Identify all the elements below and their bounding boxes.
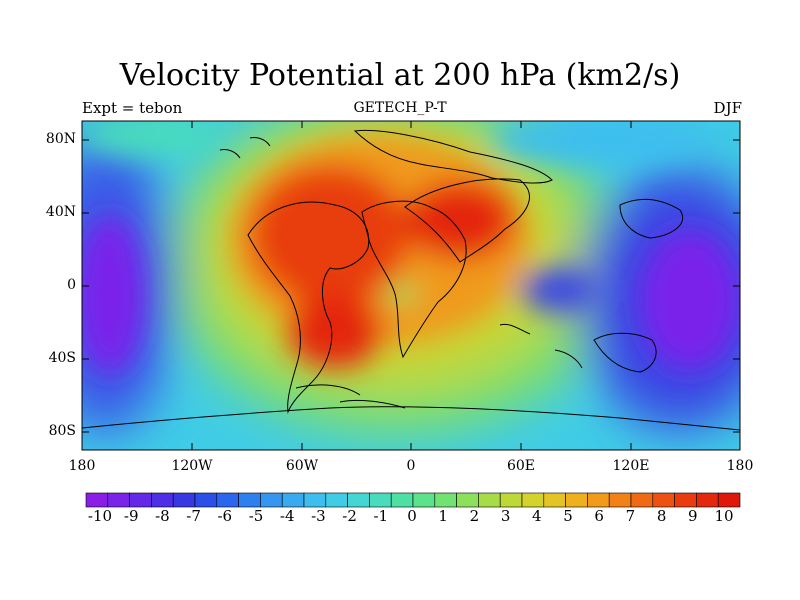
- colorbar-box: [325, 492, 348, 508]
- colorbar-box: [587, 492, 610, 508]
- colorbar-box: [565, 492, 588, 508]
- colorbar-box: [608, 492, 632, 508]
- colorbar-label: 8: [656, 507, 667, 525]
- colorbar-box: [216, 492, 239, 508]
- colorbar-box: [281, 492, 305, 508]
- colorbar-label: -2: [342, 507, 357, 525]
- colorbar-label: -8: [155, 507, 170, 525]
- colorbar-box: [238, 492, 261, 508]
- colorbar-box: [478, 492, 501, 508]
- colorbar-box: [347, 492, 370, 508]
- y-tick-label: 80S: [48, 423, 76, 439]
- x-tick-label: 60E: [506, 458, 536, 474]
- y-tick-label: 40N: [45, 204, 76, 220]
- x-tick-label: 60W: [285, 458, 319, 474]
- colorbar-box: [456, 492, 479, 508]
- colorbar-box: [674, 492, 697, 508]
- plot-title: Velocity Potential at 200 hPa (km2/s): [119, 58, 681, 93]
- colorbar-box: [521, 492, 545, 508]
- colorbar-label: 3: [500, 507, 511, 525]
- coastlines: [82, 129, 740, 431]
- colorbar-label: -7: [186, 507, 201, 525]
- colorbar-box: [412, 492, 436, 508]
- season-label: DJF: [713, 99, 742, 117]
- colorbar-label: 4: [532, 507, 542, 525]
- colorbar: [85, 492, 741, 508]
- y-tick-label: 80N: [45, 131, 76, 147]
- y-tick-label: 0: [67, 277, 76, 293]
- colorbar-box: [85, 492, 109, 508]
- colorbar-box: [717, 492, 741, 508]
- colorbar-label: 5: [563, 507, 573, 525]
- colorbar-label: -3: [311, 507, 326, 525]
- colorbar-label: 10: [714, 507, 734, 525]
- colorbar-box: [369, 492, 392, 508]
- y-tick-label: 40S: [48, 350, 76, 366]
- colorbar-box: [151, 492, 174, 508]
- x-tick-label: 180: [68, 458, 96, 474]
- colorbar-box: [543, 492, 566, 508]
- colorbar-label: 2: [469, 507, 480, 525]
- colorbar-label: 9: [688, 507, 698, 525]
- colorbar-label: -4: [279, 507, 295, 525]
- colorbar-box: [172, 492, 196, 508]
- colorbar-box: [499, 492, 523, 508]
- x-tick-label: 120E: [612, 458, 650, 474]
- x-tick-label: 180: [726, 458, 754, 474]
- velocity-potential-field: [82, 121, 740, 450]
- colorbar-box: [390, 492, 414, 508]
- colorbar-label: 7: [625, 507, 636, 525]
- axis-ticks: [81, 121, 740, 450]
- colorbar-box: [434, 492, 457, 508]
- colorbar-label: -1: [373, 507, 389, 525]
- colorbar-label: -9: [123, 507, 139, 525]
- colorbar-box: [696, 492, 719, 508]
- colorbar-label: -6: [217, 507, 233, 525]
- colorbar-box: [260, 492, 283, 508]
- colorbar-box: [652, 492, 675, 508]
- colorbar-box: [107, 492, 130, 508]
- colorbar-box: [129, 492, 152, 508]
- x-tick-label: 0: [406, 458, 416, 474]
- colorbar-label: 6: [594, 507, 604, 525]
- colorbar-label: 1: [438, 507, 448, 525]
- colorbar-box: [194, 492, 218, 508]
- x-tick-label: 120W: [171, 458, 213, 474]
- dataset-label: GETECH_P-T: [353, 100, 447, 116]
- experiment-label: Expt = tebon: [82, 99, 183, 117]
- colorbar-box: [303, 492, 327, 508]
- colorbar-box: [630, 492, 654, 508]
- colorbar-label: 0: [407, 507, 417, 525]
- colorbar-label: -10: [87, 507, 113, 525]
- colorbar-label: -5: [248, 507, 264, 525]
